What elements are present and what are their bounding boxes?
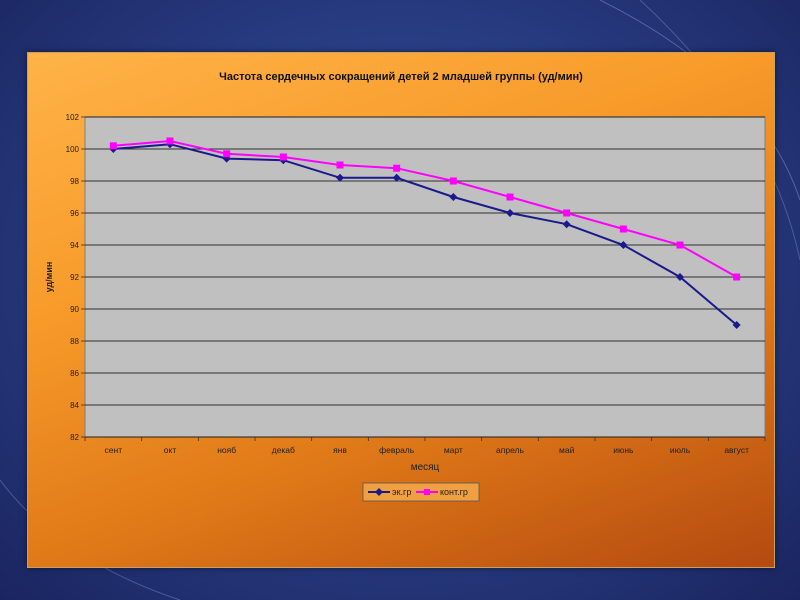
legend: эк.гр конт.гр [362, 482, 480, 502]
series-lines [113, 139, 738, 326]
data-point-kont [166, 137, 174, 145]
y-tick-label: 82 [70, 433, 79, 442]
y-tick-label: 92 [70, 273, 79, 282]
x-axis-label: месяц [411, 462, 440, 473]
x-tick-label: нояб [217, 445, 236, 455]
legend-marker-ek [375, 488, 383, 496]
data-point-ek [676, 273, 684, 281]
legend-label-kont: конт.гр [440, 487, 468, 497]
data-point-ek [506, 209, 514, 217]
data-point-kont [619, 225, 627, 233]
y-tick-label: 98 [70, 177, 79, 186]
data-point-kont [733, 273, 741, 281]
y-tick-label: 90 [70, 305, 79, 314]
x-tick-label: апрель [496, 445, 524, 455]
data-point-kont [563, 209, 571, 217]
data-point-ek [336, 173, 344, 182]
x-tick-label: март [444, 445, 463, 455]
data-point-ek [732, 321, 741, 329]
data-point-kont [109, 142, 117, 150]
series-line-0 [113, 143, 738, 326]
y-tick-label: 100 [66, 145, 80, 154]
data-point-ek [449, 193, 458, 201]
data-point-ek [619, 241, 628, 249]
data-point-kont [676, 241, 684, 249]
y-tick-label: 96 [70, 209, 79, 218]
data-point-kont [279, 153, 287, 161]
line-chart: 82 84 86 88 90 92 94 96 98 100 102 сент окт нояб дека… [44, 113, 766, 502]
data-point-kont [336, 161, 344, 169]
x-tick-labels: сент окт нояб декаб янв февраль март апрель май и… [105, 445, 750, 455]
y-tick-label: 102 [66, 113, 80, 122]
y-tick-label: 94 [70, 241, 79, 250]
x-tick-label: сент [105, 445, 123, 455]
data-point-kont [223, 150, 231, 158]
data-point-ek [562, 220, 571, 229]
legend-marker-kont [424, 489, 430, 495]
gridlines [81, 116, 766, 441]
y-tick-label: 88 [70, 337, 79, 346]
data-point-ek [392, 173, 401, 182]
y-axis-label: уд/мин [44, 262, 54, 293]
chart-title: Частота сердечных сокращений детей 2 мла… [219, 71, 583, 83]
y-tick-label: 86 [70, 369, 79, 378]
x-tick-label: июнь [613, 445, 634, 455]
legend-label-ek: эк.гр [392, 487, 411, 497]
x-tick-label: август [724, 445, 749, 455]
x-tick-label: май [559, 445, 575, 455]
data-point-kont [393, 164, 401, 172]
series-markers [109, 137, 741, 329]
x-tick-label: февраль [379, 445, 415, 455]
y-tick-label: 84 [70, 401, 79, 410]
x-tick-label: декаб [272, 445, 295, 455]
x-tick-label: июль [670, 445, 691, 455]
data-point-kont [449, 177, 457, 185]
chart-panel: Частота сердечных сокращений детей 2 мла… [27, 52, 775, 568]
x-tick-label: окт [164, 445, 177, 455]
x-tick-label: янв [333, 445, 347, 455]
series-line-1 [113, 139, 738, 278]
data-point-kont [506, 193, 514, 201]
y-tick-labels: 82 84 86 88 90 92 94 96 98 100 102 [66, 113, 80, 442]
